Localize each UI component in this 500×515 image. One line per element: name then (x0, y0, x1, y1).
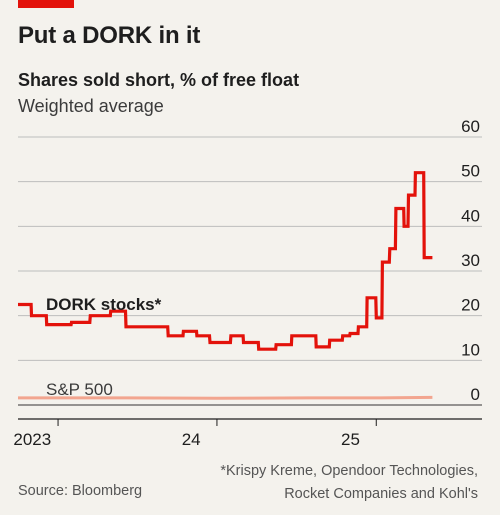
y-tick-label-60: 60 (461, 117, 480, 136)
x-tick-label-2: 25 (341, 430, 360, 449)
x-tick-label-0: 2023 (13, 430, 51, 449)
source-note: Source: Bloomberg (18, 483, 143, 499)
footnote: *Krispy Kreme, Opendoor Technologies, Ro… (220, 460, 478, 506)
chart-title: Put a DORK in it (18, 22, 201, 49)
series-line-0 (18, 171, 433, 351)
series-label-sp500: S&P 500 (46, 380, 113, 399)
y-tick-label-40: 40 (461, 206, 480, 225)
accent-bar (18, 0, 74, 8)
y-tick-label-0: 0 (471, 385, 480, 404)
footnote-line-2: Rocket Companies and Kohl's (284, 486, 478, 502)
series-label-dork: DORK stocks* (46, 295, 162, 314)
y-tick-label-10: 10 (461, 340, 480, 359)
series-line-1 (18, 395, 433, 400)
chart-subsubtitle: Weighted average (18, 96, 164, 116)
chart-subtitle: Shares sold short, % of free float (18, 70, 300, 90)
y-tick-label-50: 50 (461, 162, 480, 181)
footnote-line-1: *Krispy Kreme, Opendoor Technologies, (220, 463, 478, 479)
y-tick-label-30: 30 (461, 251, 480, 270)
y-tick-label-20: 20 (461, 296, 480, 315)
x-tick-label-1: 24 (182, 430, 201, 449)
